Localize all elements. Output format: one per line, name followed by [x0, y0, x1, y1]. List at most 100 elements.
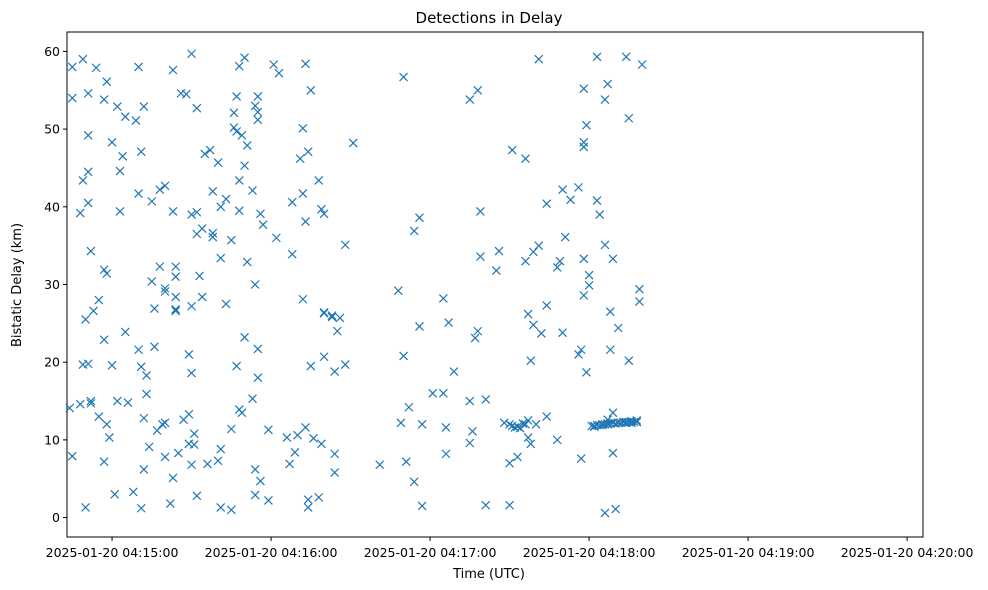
data-point-marker — [417, 501, 427, 511]
data-point-marker — [110, 489, 120, 499]
data-point-marker — [475, 252, 485, 261]
data-point-marker — [600, 508, 610, 518]
data-point-marker — [595, 210, 605, 220]
data-point-marker — [187, 368, 196, 378]
data-point-marker — [189, 429, 199, 439]
data-point-marker — [104, 433, 114, 442]
data-point-marker — [566, 195, 575, 205]
data-point-marker — [584, 280, 594, 290]
data-point-marker — [404, 402, 414, 412]
x-tick-label: 2025-01-20 04:16:00 — [205, 545, 338, 560]
chart-title: Detections in Delay — [416, 9, 563, 27]
data-point-marker — [576, 454, 586, 463]
data-point-marker — [635, 297, 644, 307]
data-point-marker — [256, 209, 265, 219]
data-point-marker — [67, 93, 77, 103]
data-point-marker — [248, 394, 257, 404]
data-point-marker — [521, 419, 530, 429]
data-point-marker — [171, 306, 181, 316]
data-point-marker — [417, 419, 427, 429]
data-point-marker — [438, 388, 448, 398]
data-point-marker — [428, 388, 438, 398]
data-point-marker — [526, 356, 536, 366]
y-tick-label: 20 — [44, 355, 60, 370]
data-point-marker — [603, 415, 613, 425]
data-point-marker — [131, 116, 141, 125]
data-point-marker — [192, 103, 202, 113]
data-point-marker — [316, 204, 326, 214]
data-point-marker — [632, 416, 642, 425]
data-point-marker — [632, 417, 642, 427]
data-point-marker — [67, 451, 77, 461]
data-point-marker — [134, 62, 143, 72]
data-point-marker — [102, 419, 112, 429]
data-point-marker — [301, 59, 310, 69]
data-point-marker — [287, 249, 297, 259]
data-point-marker — [184, 409, 194, 419]
data-point-marker — [465, 95, 475, 105]
data-point-marker — [253, 373, 263, 383]
data-point-marker — [216, 503, 226, 512]
data-point-marker — [396, 418, 406, 428]
x-tick-label: 2025-01-20 04:17:00 — [364, 545, 497, 560]
data-point-marker — [415, 322, 424, 331]
data-point-marker — [518, 419, 528, 428]
data-point-marker — [253, 107, 263, 117]
data-point-marker — [139, 464, 149, 474]
data-point-marker — [523, 416, 533, 425]
data-point-marker — [67, 62, 77, 72]
data-point-marker — [314, 175, 324, 185]
data-point-marker — [348, 138, 358, 148]
data-point-marker — [155, 262, 165, 272]
data-point-marker — [475, 207, 485, 216]
data-point-marker — [221, 194, 231, 204]
data-point-marker — [515, 423, 525, 433]
data-point-marker — [147, 276, 157, 286]
data-point-marker — [592, 196, 602, 206]
data-point-marker — [603, 79, 613, 89]
data-point-marker — [99, 265, 109, 275]
data-point-marker — [65, 403, 75, 413]
data-point-marker — [142, 389, 151, 399]
data-point-marker — [242, 257, 252, 267]
data-point-marker — [592, 52, 602, 62]
data-point-marker — [608, 254, 618, 264]
data-point-marker — [160, 452, 170, 462]
data-point-marker — [91, 63, 101, 73]
data-point-marker — [221, 299, 231, 309]
data-point-marker — [401, 457, 411, 467]
data-point-marker — [250, 464, 260, 474]
data-point-marker — [187, 49, 196, 59]
data-point-marker — [600, 95, 610, 105]
y-axis: 0 10 20 30 40 50 60 — [44, 44, 67, 525]
data-point-marker — [240, 161, 249, 171]
data-point-marker — [319, 352, 329, 362]
data-point-marker — [83, 167, 93, 177]
data-point-marker — [523, 433, 533, 442]
data-point-marker — [330, 449, 340, 459]
data-point-marker — [187, 301, 196, 311]
data-point-marker — [621, 52, 631, 62]
data-point-marker — [505, 458, 515, 468]
data-point-marker — [123, 398, 133, 408]
data-point-marker — [187, 460, 196, 470]
data-point-marker — [237, 130, 247, 140]
data-point-marker — [99, 457, 109, 467]
data-point-marker — [327, 312, 337, 322]
data-point-marker — [83, 359, 93, 369]
data-point-marker — [582, 120, 591, 130]
data-point-marker — [584, 270, 594, 280]
data-point-marker — [375, 460, 385, 470]
data-point-marker — [115, 207, 125, 216]
data-point-marker — [187, 210, 196, 220]
data-point-marker — [335, 313, 345, 323]
data-point-marker — [438, 294, 448, 303]
data-point-marker — [205, 145, 215, 155]
y-tick-label: 40 — [44, 199, 60, 214]
data-point-marker — [505, 500, 515, 510]
data-point-marker — [184, 349, 194, 359]
data-point-marker — [579, 137, 589, 147]
x-tick-label: 2025-01-20 04:19:00 — [682, 545, 815, 560]
data-point-marker — [295, 154, 305, 164]
data-point-marker — [152, 426, 162, 435]
